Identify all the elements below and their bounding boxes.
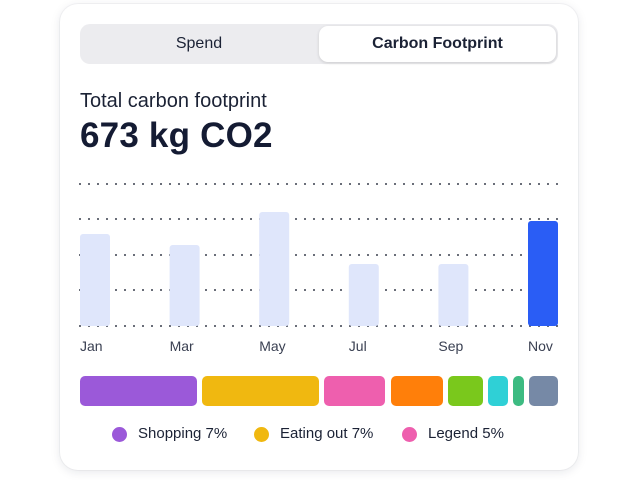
monthly-carbon-chart: Jan Mar May Jul Sep Nov bbox=[79, 183, 559, 354]
carbon-footprint-card: Spend Carbon Footprint Total carbon foot… bbox=[60, 4, 578, 470]
x-tick-label: Nov bbox=[528, 338, 553, 354]
bar-nov[interactable] bbox=[528, 221, 558, 326]
x-tick-label: Sep bbox=[438, 338, 463, 354]
legend-dot-icon bbox=[112, 427, 127, 442]
category-segment[interactable] bbox=[390, 376, 443, 406]
x-tick-label: Mar bbox=[170, 338, 194, 354]
category-breakdown-bar bbox=[80, 376, 558, 406]
view-toggle: Spend Carbon Footprint bbox=[80, 24, 558, 64]
bar-may[interactable] bbox=[259, 212, 290, 326]
legend-label: Eating out 7% bbox=[280, 425, 374, 442]
category-segment[interactable] bbox=[324, 376, 386, 406]
legend-label: Shopping 7% bbox=[138, 425, 228, 442]
category-segment[interactable] bbox=[80, 376, 198, 406]
bar-sep[interactable] bbox=[438, 264, 469, 326]
tab-spend[interactable]: Spend bbox=[175, 35, 223, 52]
bar-jul[interactable] bbox=[348, 264, 379, 326]
x-tick-label: Jul bbox=[349, 338, 367, 354]
tab-carbon-footprint[interactable]: Carbon Footprint bbox=[319, 26, 556, 62]
legend-dot-icon bbox=[254, 427, 269, 442]
legend-label: Legend 5% bbox=[428, 425, 504, 442]
category-segment[interactable] bbox=[447, 376, 483, 406]
category-segment[interactable] bbox=[487, 376, 509, 406]
x-tick-label: Jan bbox=[80, 338, 103, 354]
x-tick-label: May bbox=[259, 338, 285, 354]
summary-label: Total carbon footprint bbox=[80, 90, 267, 112]
summary-total: 673 kg CO2 bbox=[80, 116, 273, 155]
bar-mar[interactable] bbox=[169, 245, 200, 326]
category-segment[interactable] bbox=[528, 376, 558, 406]
bar-jan[interactable] bbox=[80, 234, 110, 326]
category-segment[interactable] bbox=[202, 376, 320, 406]
category-segment[interactable] bbox=[513, 376, 524, 406]
legend-dot-icon bbox=[402, 427, 417, 442]
